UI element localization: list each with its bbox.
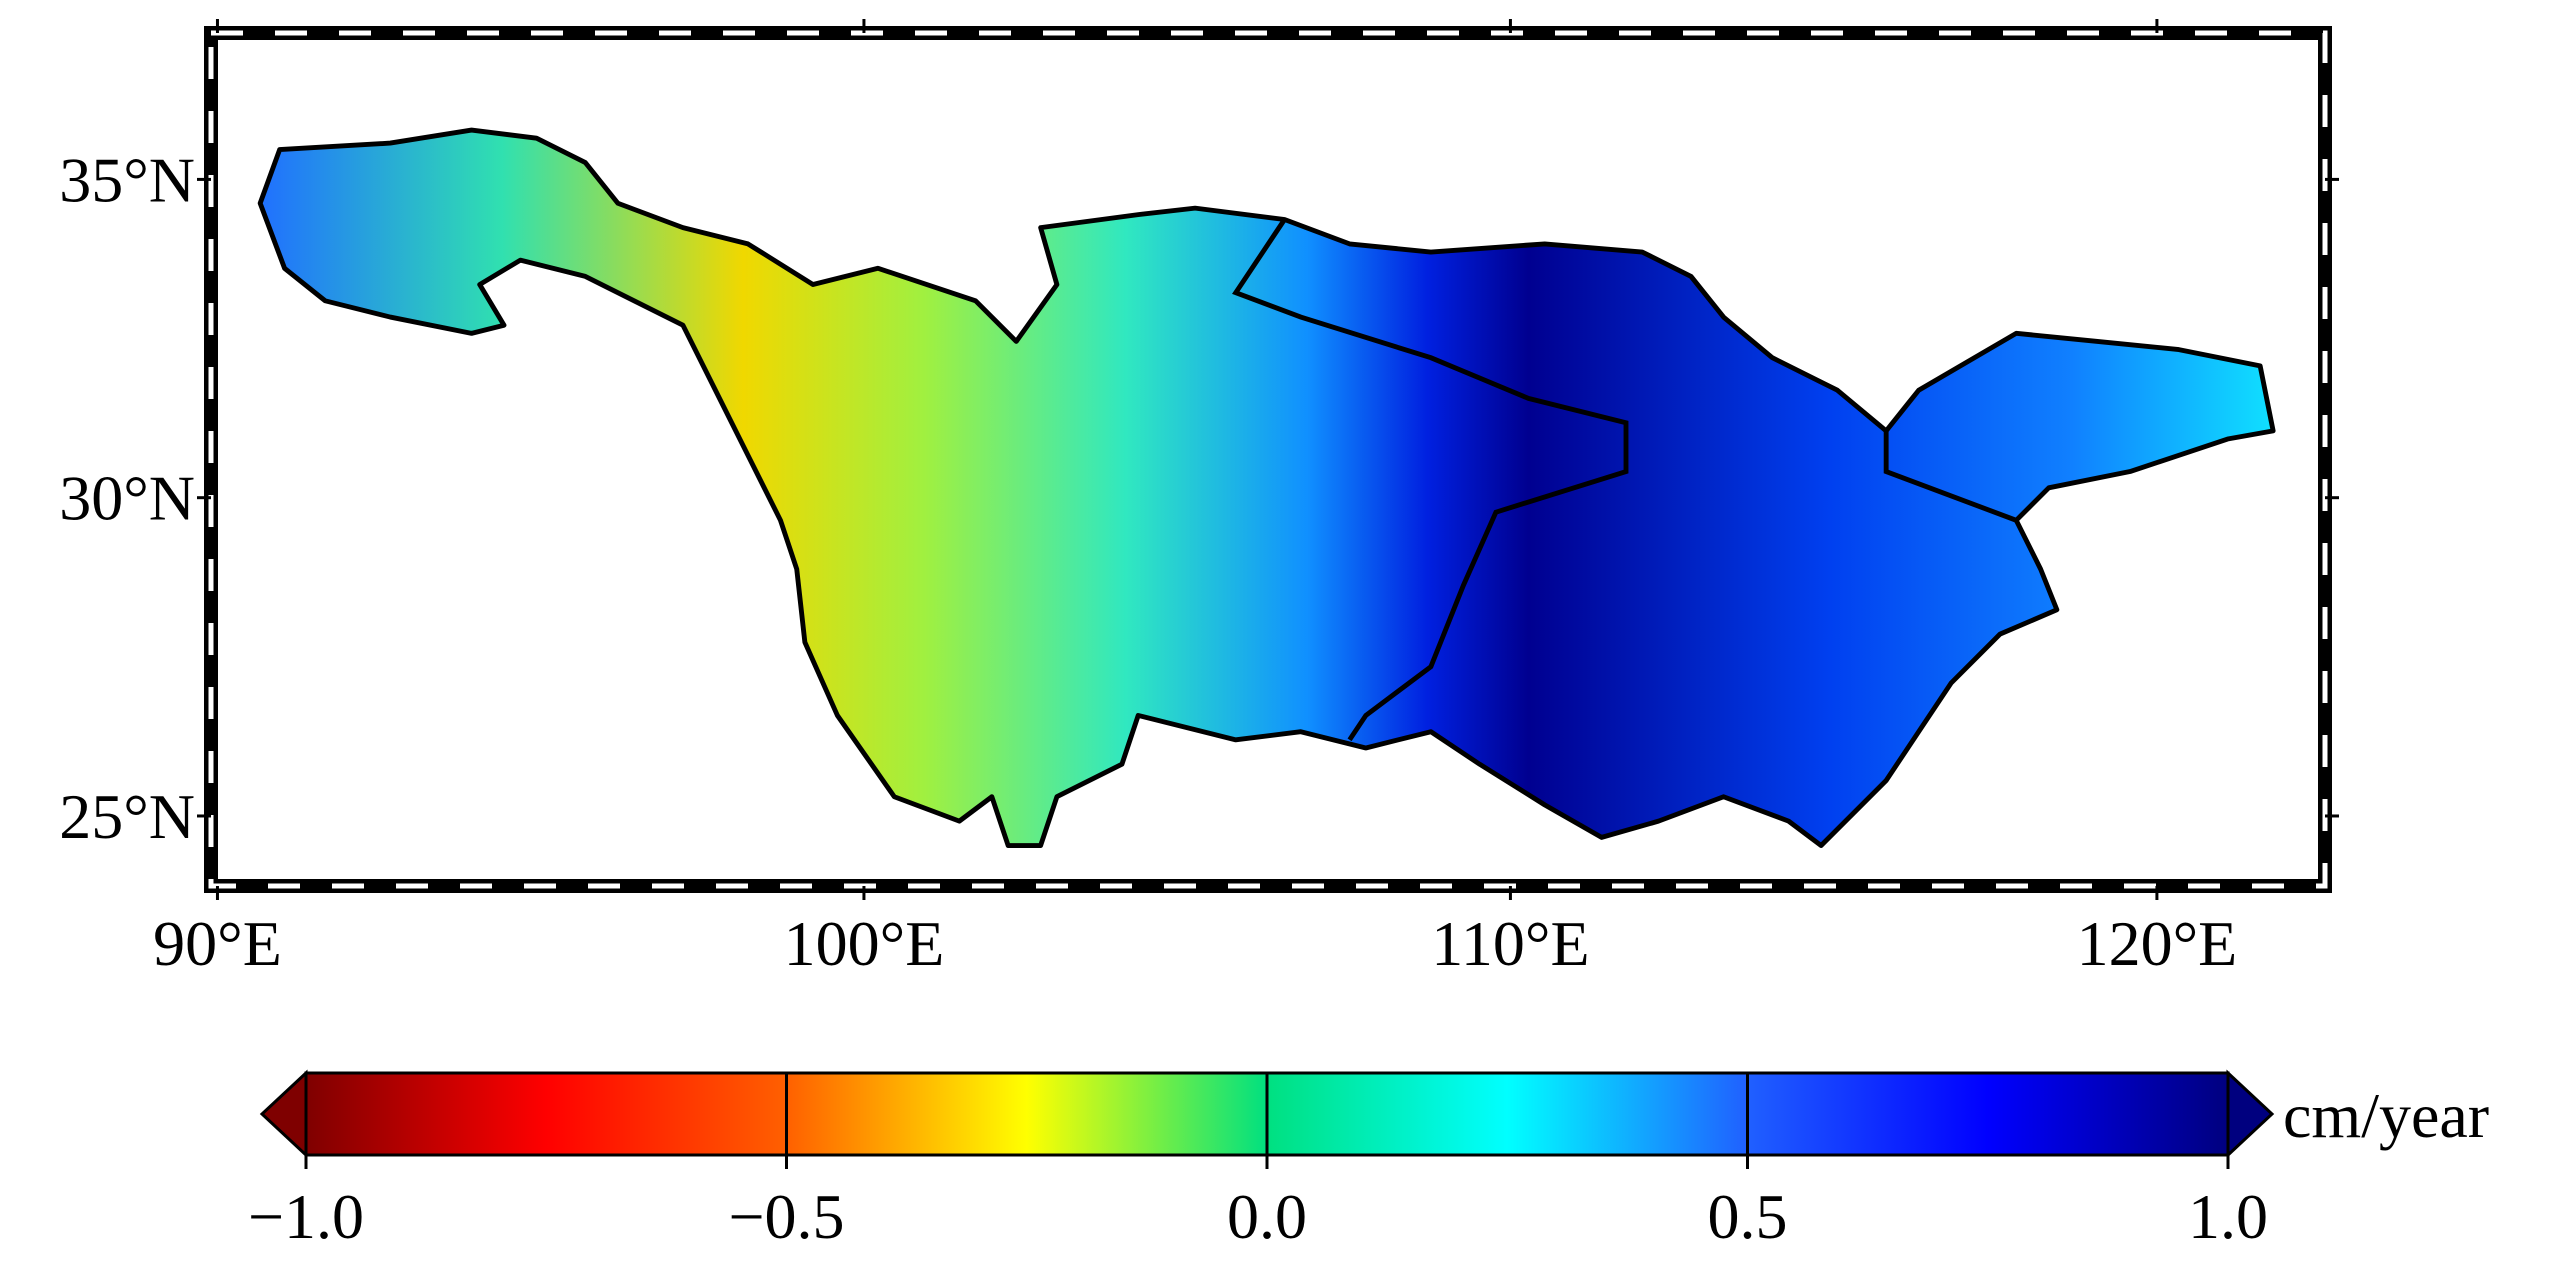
- sub-basin-boundary: [1232, 218, 2018, 742]
- colorbar-tick-label: 0.0: [1227, 1181, 1307, 1252]
- basin-field: [257, 127, 2276, 848]
- colorbar-high-extension: [2226, 1069, 2275, 1159]
- colorbar-tick-label: −1.0: [248, 1181, 364, 1252]
- lon-tick-label: 120°E: [2077, 908, 2238, 979]
- colorbar-unit: cm/year: [2283, 1080, 2489, 1151]
- colorbar-tick-label: 1.0: [2188, 1181, 2268, 1252]
- colorbar-tick-label: −0.5: [728, 1181, 844, 1252]
- map-frame-pattern: [208, 30, 2328, 889]
- basin-layer: [257, 127, 2276, 848]
- lat-tick-label: 35°N: [59, 144, 195, 215]
- colorbar-low-extension: [259, 1069, 308, 1159]
- colorbar-tick-label: 0.5: [1708, 1181, 1788, 1252]
- lon-tick-label: 100°E: [784, 908, 945, 979]
- lat-tick-label: 25°N: [59, 781, 195, 852]
- lon-tick-label: 110°E: [1431, 908, 1589, 979]
- lon-tick-label: 90°E: [153, 908, 282, 979]
- lat-tick-label: 30°N: [59, 463, 195, 534]
